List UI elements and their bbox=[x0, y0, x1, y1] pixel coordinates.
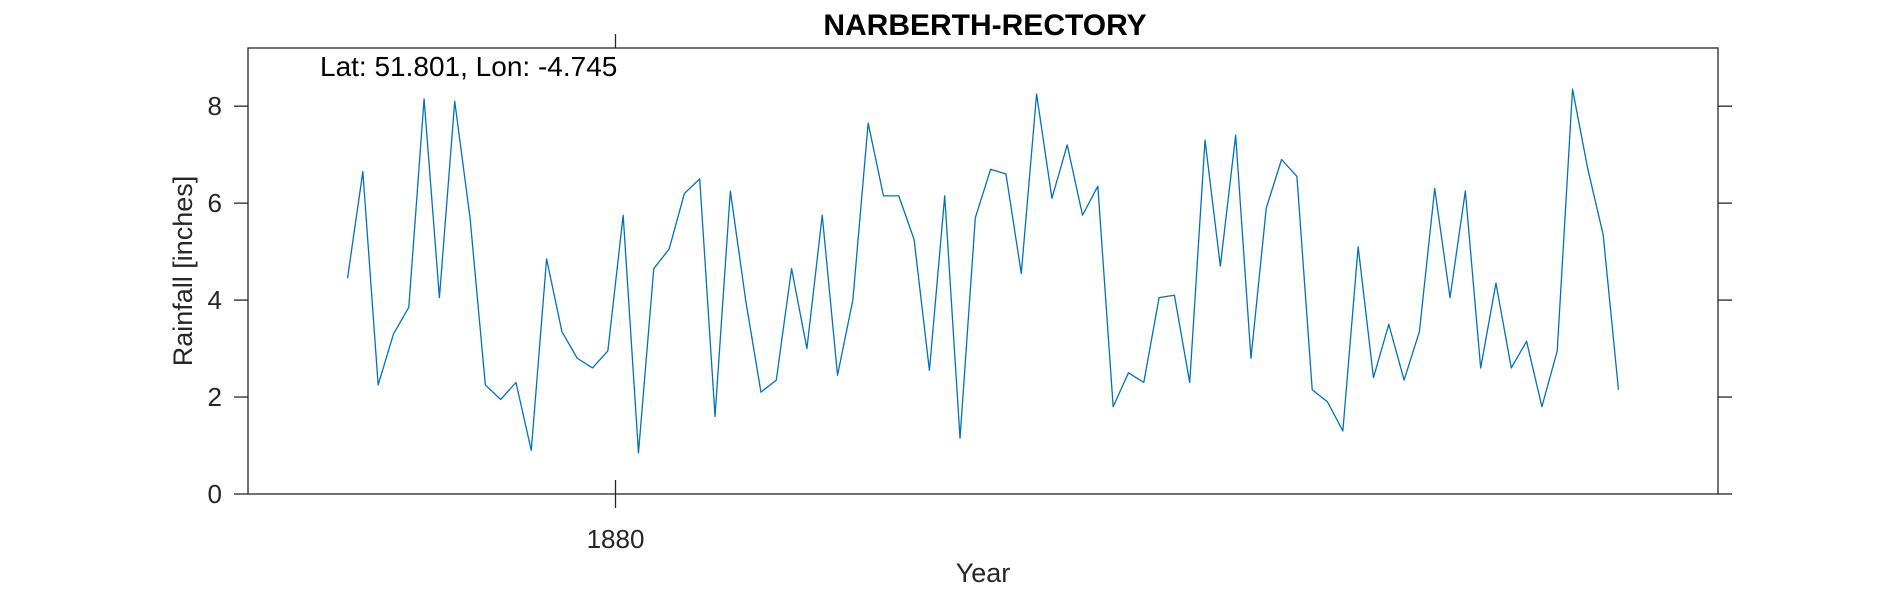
y-tick-label: 8 bbox=[208, 91, 222, 121]
y-tick-label: 6 bbox=[208, 188, 222, 218]
rainfall-line bbox=[346, 88, 1620, 454]
location-annotation: Lat: 51.801, Lon: -4.745 bbox=[320, 51, 617, 82]
x-axis-label: Year bbox=[956, 558, 1011, 588]
x-axis-ticks: 1880 bbox=[587, 34, 645, 554]
y-tick-label: 0 bbox=[208, 479, 222, 509]
y-axis-ticks: 0 2 4 6 8 bbox=[208, 91, 1732, 509]
x-tick-label: 1880 bbox=[587, 524, 645, 554]
y-tick-label: 4 bbox=[208, 285, 222, 315]
chart-title: NARBERTH-RECTORY bbox=[823, 9, 1146, 42]
plot-area bbox=[247, 47, 1719, 495]
y-tick-label: 2 bbox=[208, 382, 222, 412]
y-axis-label: Rainfall [inches] bbox=[168, 176, 198, 367]
data-series bbox=[346, 88, 1620, 454]
